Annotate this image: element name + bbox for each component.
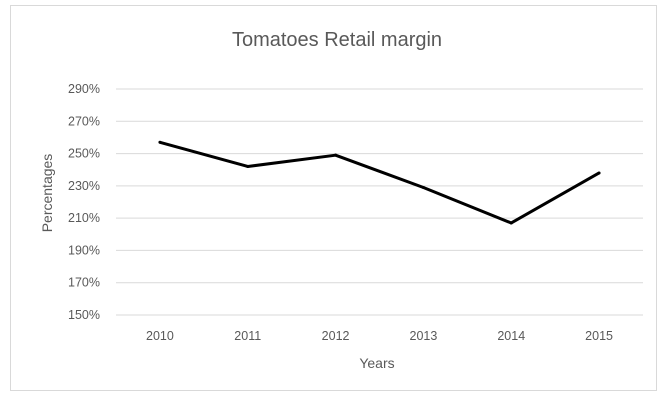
y-tick-label: 250% — [68, 147, 100, 161]
gridlines — [116, 88, 643, 316]
x-tick-labels: 2010 2011 2012 2013 2014 2015 — [146, 329, 613, 343]
y-tick-label: 150% — [68, 308, 100, 322]
x-tick-label: 2015 — [585, 329, 613, 343]
y-tick-label: 170% — [68, 276, 100, 290]
x-tick-label: 2014 — [497, 329, 525, 343]
data-point — [509, 221, 513, 225]
data-point — [246, 164, 250, 168]
data-point — [334, 153, 338, 157]
data-points — [158, 140, 601, 225]
y-tick-label: 210% — [68, 211, 100, 225]
chart-frame — [10, 5, 657, 391]
x-tick-label: 2012 — [322, 329, 350, 343]
data-point — [597, 171, 601, 175]
x-tick-label: 2013 — [410, 329, 438, 343]
data-point — [421, 185, 425, 189]
series-line — [159, 140, 600, 225]
x-axis-label: Years — [359, 355, 394, 371]
x-tick-label: 2010 — [146, 329, 174, 343]
y-tick-label: 290% — [68, 82, 100, 96]
data-point — [158, 140, 162, 144]
y-tick-labels: 150% 170% 190% 210% 230% 250% 270% 290% — [68, 82, 100, 322]
x-tick-label: 2011 — [234, 329, 261, 343]
y-tick-label: 230% — [68, 179, 100, 193]
y-tick-label: 190% — [68, 243, 100, 257]
chart-title: Tomatoes Retail margin — [232, 29, 442, 51]
y-axis-label: Percentages — [39, 154, 55, 233]
y-tick-label: 270% — [68, 114, 100, 128]
